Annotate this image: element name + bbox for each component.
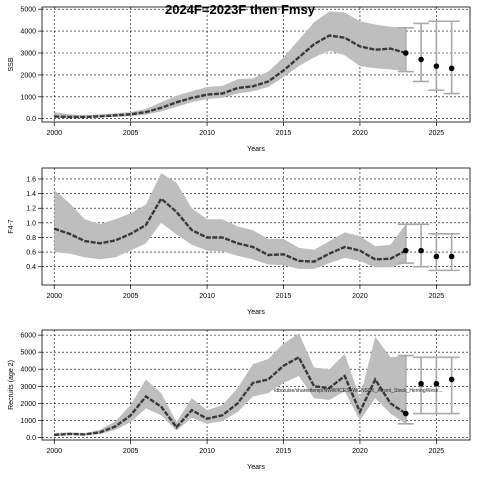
x-tick-label: 2015 [276, 293, 292, 300]
x-tick-label: 2015 [276, 130, 292, 137]
stamp-text: /dbcruise/sharedtemp/NWW/ICES_WGNSSK_Ass… [274, 388, 443, 394]
y-axis-label: SSB [8, 57, 15, 71]
y-tick-label: 3000 [20, 384, 36, 391]
forecast-point [448, 65, 455, 72]
x-tick-label: 2000 [46, 448, 62, 455]
median-line [54, 355, 407, 437]
panel-1: 2000 2005 2010 2015 2020 2025 0.0 1000 2000 3000 4… [8, 6, 471, 153]
x-tick-label: 2010 [199, 130, 215, 137]
y-tick-label: 1.6 [26, 176, 36, 183]
x-tick-label: 2025 [429, 293, 445, 300]
plot-frame [41, 329, 471, 441]
y-tick-label: 1.4 [26, 191, 36, 198]
forecast-point [433, 253, 440, 260]
y-axis-label: Recruits (age 2) [8, 360, 15, 410]
y-tick-label: 0.0 [26, 435, 36, 442]
panel-3: 2000 2005 2010 2015 2020 2025 0.0 1000 2000 3000 4… [8, 329, 471, 471]
x-tick-label: 2005 [123, 130, 139, 137]
confidence-band [54, 173, 406, 269]
forecast-point [448, 376, 455, 383]
confidence-band [54, 333, 406, 436]
y-tick-label: 3000 [20, 51, 36, 58]
last-year-point [403, 50, 409, 56]
x-axis-label: Years [247, 464, 265, 471]
y-tick-label: 4000 [20, 29, 36, 36]
y-tick-label: 5000 [20, 7, 36, 14]
y-tick-label: 0.6 [26, 250, 36, 257]
median-line [54, 34, 407, 119]
x-tick-label: 2010 [199, 448, 215, 455]
y-tick-label: 4000 [20, 367, 36, 374]
forecast-point [433, 380, 440, 387]
panels-group: 2000 2005 2010 2015 2020 2025 0.0 1000 2000 3000 4… [8, 6, 471, 471]
figure-title: 2024F=2023F then Fmsy [165, 2, 316, 17]
x-tick-label: 2005 [123, 293, 139, 300]
forecast-point [433, 63, 440, 69]
x-tick-label: 2025 [429, 130, 445, 137]
y-tick-label: 2000 [20, 401, 36, 408]
x-tick-label: 2000 [46, 293, 62, 300]
forecast-point [418, 247, 424, 254]
panel-2: 2000 2005 2010 2015 2020 2025 0.4 0.6 0.8 1.0 1.2 1… [8, 167, 471, 316]
x-tick-label: 2020 [352, 130, 368, 137]
x-tick-label: 2020 [352, 448, 368, 455]
x-axis-label: Years [247, 309, 265, 316]
y-tick-label: 1000 [20, 94, 36, 101]
x-tick-label: 2020 [352, 293, 368, 300]
y-axis-label: F4-7 [8, 219, 15, 234]
x-tick-label: 2015 [276, 448, 292, 455]
y-tick-label: 5000 [20, 350, 36, 357]
y-tick-label: 2000 [20, 72, 36, 79]
x-tick-label: 2005 [123, 448, 139, 455]
y-tick-label: 0.4 [26, 264, 36, 271]
y-tick-label: 6000 [20, 333, 36, 340]
x-tick-label: 2010 [199, 293, 215, 300]
median-line [53, 196, 407, 263]
forecast-point [418, 56, 424, 63]
x-tick-label: 2000 [46, 130, 62, 137]
plot-frame [41, 167, 471, 286]
confidence-band [54, 11, 406, 118]
forecast-point [418, 380, 424, 387]
x-axis-label: Years [247, 146, 265, 153]
y-tick-label: 1.2 [26, 206, 36, 213]
y-tick-label: 1000 [20, 418, 36, 425]
forecast-point [448, 253, 455, 260]
plot-frame [41, 6, 471, 123]
last-year-point [403, 247, 409, 254]
y-tick-label: 0.8 [26, 235, 36, 242]
y-tick-label: 1.0 [26, 220, 36, 227]
last-year-point [403, 410, 409, 417]
x-tick-label: 2025 [429, 448, 445, 455]
y-tick-label: 0.0 [26, 116, 36, 123]
